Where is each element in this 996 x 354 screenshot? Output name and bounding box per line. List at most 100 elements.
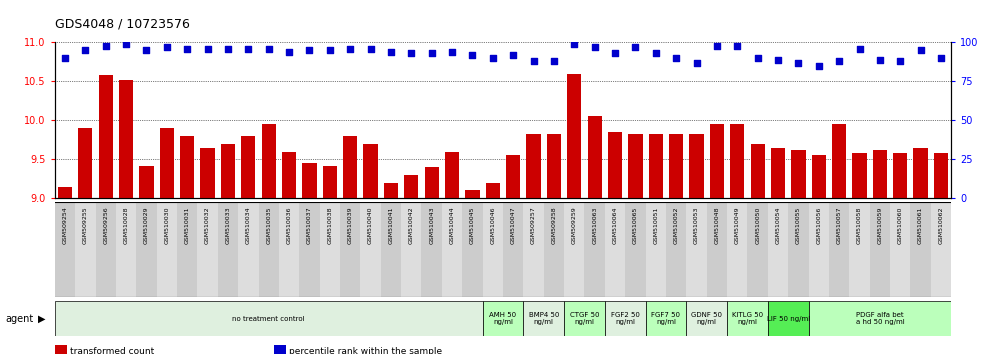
Text: GSM510064: GSM510064	[613, 207, 618, 244]
Bar	[686, 202, 707, 297]
Bar	[605, 202, 625, 297]
Bar	[913, 148, 927, 198]
Text: percentile rank within the sample: percentile rank within the sample	[289, 347, 442, 354]
Text: FGF7 50
ng/ml: FGF7 50 ng/ml	[651, 312, 680, 325]
Text: GSM510063: GSM510063	[593, 207, 598, 244]
Bar	[564, 301, 605, 336]
Bar	[669, 135, 683, 198]
Point	[464, 52, 480, 58]
Point	[729, 43, 745, 48]
Bar	[645, 202, 666, 297]
Text: GDNF 50
ng/ml: GDNF 50 ng/ml	[691, 312, 722, 325]
Point	[688, 60, 704, 65]
Bar	[710, 124, 724, 198]
Text: GSM510050: GSM510050	[755, 207, 760, 244]
Point	[567, 41, 583, 47]
Point	[179, 46, 195, 52]
Point	[199, 46, 215, 52]
Bar	[727, 301, 768, 336]
Point	[343, 46, 359, 52]
Point	[485, 55, 501, 61]
Point	[383, 49, 399, 55]
Text: GSM510037: GSM510037	[307, 207, 312, 244]
Bar	[853, 153, 867, 198]
Point	[709, 43, 725, 48]
Text: GSM510032: GSM510032	[205, 207, 210, 244]
Bar	[483, 301, 523, 336]
Bar	[380, 202, 401, 297]
Bar	[259, 202, 279, 297]
Bar	[424, 167, 439, 198]
Bar	[279, 202, 299, 297]
Bar	[340, 202, 361, 297]
Bar	[645, 301, 686, 336]
Bar	[320, 202, 340, 297]
Bar	[931, 202, 951, 297]
Bar	[401, 202, 421, 297]
Bar	[791, 150, 806, 198]
Text: FGF2 50
ng/ml: FGF2 50 ng/ml	[611, 312, 639, 325]
Bar	[299, 202, 320, 297]
Bar	[180, 136, 194, 198]
Bar	[893, 153, 907, 198]
Text: GSM510030: GSM510030	[164, 207, 169, 244]
Text: agent: agent	[5, 314, 33, 324]
Bar	[156, 202, 177, 297]
Point	[302, 47, 318, 53]
Bar	[503, 202, 523, 297]
Bar	[486, 183, 500, 198]
Bar	[829, 202, 850, 297]
Bar	[445, 152, 459, 198]
Bar	[588, 116, 602, 198]
Point	[363, 46, 378, 52]
Point	[505, 52, 521, 58]
Point	[832, 58, 848, 64]
Bar	[771, 148, 785, 198]
Point	[138, 47, 154, 53]
Bar	[567, 74, 582, 198]
Point	[647, 51, 663, 56]
Point	[526, 58, 542, 64]
Bar	[689, 135, 703, 198]
Point	[78, 47, 94, 53]
Text: GSM510044: GSM510044	[449, 207, 454, 244]
Point	[668, 55, 684, 61]
Bar	[768, 301, 809, 336]
Text: GSM509254: GSM509254	[63, 207, 68, 244]
Bar	[282, 152, 296, 198]
Bar	[177, 202, 197, 297]
Text: GSM510053: GSM510053	[694, 207, 699, 244]
Bar	[421, 202, 442, 297]
Bar	[788, 202, 809, 297]
Bar	[238, 202, 259, 297]
Bar	[262, 124, 276, 198]
Bar	[79, 128, 93, 198]
Bar	[75, 202, 96, 297]
Bar	[218, 202, 238, 297]
Bar	[707, 202, 727, 297]
Bar	[523, 301, 564, 336]
Bar	[139, 166, 153, 198]
Text: GSM509256: GSM509256	[104, 207, 109, 244]
Bar	[303, 163, 317, 198]
Text: GSM510060: GSM510060	[897, 207, 902, 244]
Point	[444, 49, 460, 55]
Text: GSM510034: GSM510034	[246, 207, 251, 244]
Text: AMH 50
ng/ml: AMH 50 ng/ml	[489, 312, 517, 325]
Bar	[523, 202, 544, 297]
Text: KITLG 50
ng/ml: KITLG 50 ng/ml	[732, 312, 763, 325]
Bar	[608, 132, 622, 198]
Bar	[934, 153, 948, 198]
Text: GSM510056: GSM510056	[817, 207, 822, 244]
Text: GSM510033: GSM510033	[225, 207, 230, 244]
Text: GDS4048 / 10723576: GDS4048 / 10723576	[55, 18, 189, 31]
Point	[791, 60, 807, 65]
Point	[423, 51, 439, 56]
Text: ▶: ▶	[38, 314, 46, 324]
Bar	[119, 80, 133, 198]
Text: GSM510031: GSM510031	[184, 207, 189, 244]
Bar	[462, 202, 483, 297]
Bar	[55, 202, 75, 297]
Text: GSM510058: GSM510058	[857, 207, 862, 244]
Point	[608, 51, 623, 56]
